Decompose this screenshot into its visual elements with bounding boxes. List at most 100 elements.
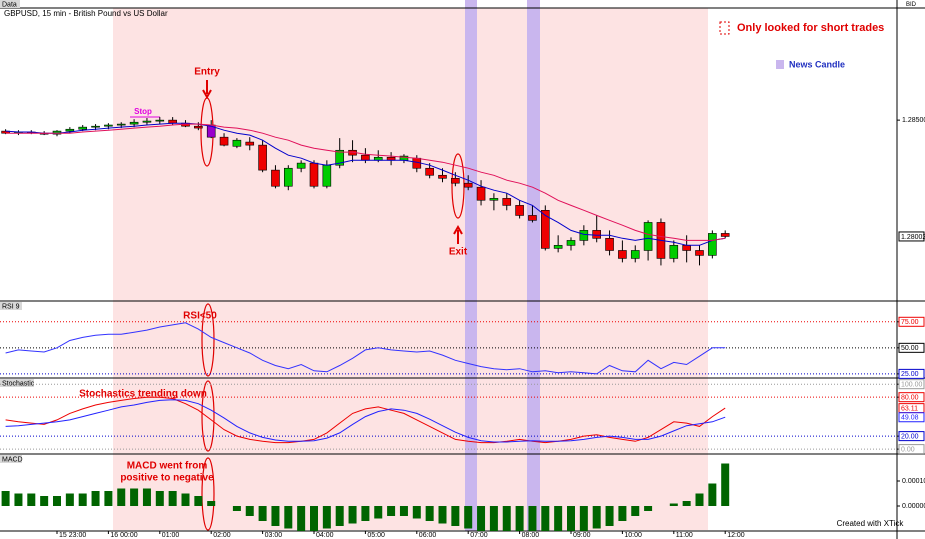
axis-label: BID — [906, 2, 917, 8]
last-value-label: 63.11 — [901, 405, 918, 412]
y-tick-label-box — [898, 392, 925, 403]
candle-body — [515, 205, 524, 216]
chart-title: GBPUSD, 15 min - British Pound vs US Dol… — [4, 9, 168, 18]
y-tick-label: 1.28500 — [902, 117, 925, 124]
bar — [91, 491, 100, 506]
x-tick-label: 07:00 — [470, 532, 488, 539]
bar — [194, 496, 203, 506]
y-tick-label-box — [898, 431, 925, 442]
bar — [669, 503, 678, 506]
bar — [528, 506, 537, 531]
x-tick-label: 04:00 — [316, 532, 334, 539]
bar — [297, 506, 306, 531]
bar — [412, 506, 421, 519]
legend-label: News Candle — [789, 59, 845, 69]
last-price-label: 1.28002 — [901, 234, 925, 241]
x-tick-label: 15 23:00 — [59, 532, 86, 539]
candle-body — [618, 250, 627, 259]
y-tick-label: 25.00 — [901, 371, 919, 378]
bar — [644, 506, 653, 511]
bar — [605, 506, 614, 526]
bar — [40, 496, 49, 506]
last-value-label: 49.08 — [901, 415, 919, 422]
candle-body — [116, 123, 126, 126]
macd-annotation: positive to negative — [120, 473, 214, 484]
x-tick-label: 06:00 — [419, 532, 437, 539]
candle-body — [194, 125, 203, 129]
bar — [554, 506, 563, 531]
last-price-label-box — [898, 231, 925, 242]
bar — [425, 506, 434, 521]
y-tick-label: 0.00000 — [902, 503, 925, 510]
macd-annotation: MACD went from — [127, 461, 208, 472]
bar — [181, 493, 190, 506]
candle-body — [566, 240, 576, 246]
bar — [721, 463, 730, 506]
bar — [579, 506, 588, 531]
y-tick-label: 75.00 — [901, 319, 919, 326]
bar — [1, 491, 10, 506]
y-tick-label-box — [898, 316, 925, 327]
candle-body — [283, 167, 293, 187]
panel-label-bg — [0, 455, 22, 463]
candle-body — [476, 186, 486, 201]
x-tick-label: 02:00 — [213, 532, 231, 539]
bar — [207, 501, 216, 506]
short-region — [113, 8, 708, 530]
bar — [631, 506, 640, 516]
bar — [695, 493, 704, 506]
candle-body — [91, 125, 100, 128]
y-tick-label: 0.00 — [901, 446, 915, 453]
panel-label-bg — [0, 379, 34, 387]
candle-body — [528, 215, 537, 221]
x-tick-label: 11:00 — [676, 532, 693, 539]
x-tick-label: 09:00 — [573, 532, 591, 539]
stop-label: Stop — [134, 107, 152, 116]
rsi-annotation: RSI<50 — [183, 311, 217, 322]
bar — [53, 496, 61, 506]
panel-label: RSI 9 — [2, 303, 20, 310]
news-band — [465, 0, 477, 531]
exit-label: Exit — [449, 247, 468, 258]
candle-body — [540, 209, 550, 249]
candle-body — [489, 198, 499, 201]
candle-body — [155, 119, 165, 122]
bar — [335, 506, 344, 526]
bar — [477, 506, 486, 531]
y-tick-label: 50.00 — [901, 345, 919, 352]
last-value-label-box — [898, 412, 925, 423]
bar — [348, 506, 357, 524]
bar — [438, 506, 447, 524]
bar — [541, 506, 550, 531]
candle-body — [361, 154, 370, 161]
candle-body — [553, 245, 563, 249]
candle-body — [129, 121, 139, 125]
x-tick-label: 12:00 — [727, 532, 745, 539]
bar — [374, 506, 383, 519]
legend-swatch — [776, 60, 784, 69]
candle-body — [322, 164, 332, 187]
bar — [387, 506, 396, 516]
bar — [258, 506, 267, 521]
y-tick-label-box — [898, 444, 925, 455]
candle-body — [720, 233, 730, 237]
bar — [399, 506, 408, 516]
candle-body — [669, 245, 679, 259]
candle-body — [592, 230, 602, 239]
y-tick-label: 100.00 — [901, 382, 923, 389]
y-tick-label: 0.00010 — [902, 478, 925, 485]
indicator-line — [5, 322, 726, 375]
bar — [168, 491, 177, 506]
bar — [361, 506, 370, 521]
entry-label: Entry — [194, 67, 220, 78]
exit-arrow — [453, 224, 463, 244]
panel-label-bg — [0, 0, 20, 8]
y-tick-label-box — [898, 379, 925, 390]
legend-swatch — [719, 21, 730, 35]
candle-body — [451, 177, 460, 184]
x-tick-label: 08:00 — [522, 532, 540, 539]
bar — [271, 506, 280, 526]
